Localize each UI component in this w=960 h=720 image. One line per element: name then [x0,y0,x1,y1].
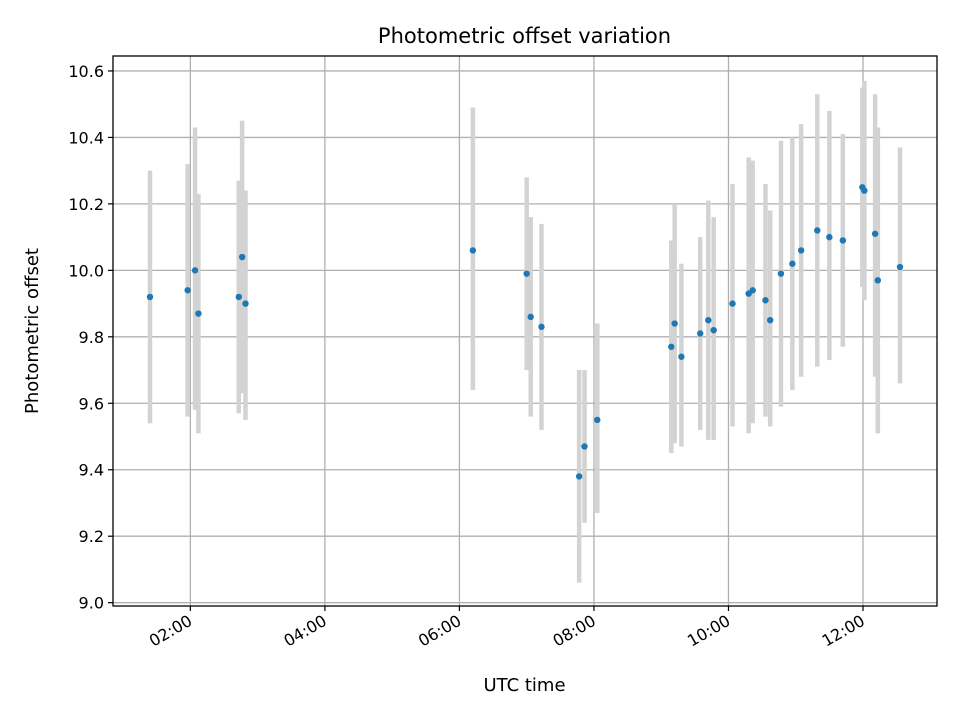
y-axis-ticks: 9.0 9.2 9.4 9.6 9.8 10.0 10.2 10.4 10.6 [68,62,113,613]
data-point [671,320,678,327]
data-point [861,187,868,194]
data-point [195,310,202,317]
data-point [697,330,704,337]
x-tick-label: 12:00 [819,611,868,651]
data-point [235,293,242,301]
x-tick-label: 04:00 [280,611,329,651]
data-point [762,297,769,304]
x-tick-label: 10:00 [684,611,733,651]
data-point [749,287,756,294]
data-point [678,353,685,360]
data-point [871,230,879,237]
data-point [797,247,805,254]
y-tick-label: 10.2 [68,195,104,214]
data-point [242,300,249,307]
x-tick-label: 02:00 [146,611,195,651]
data-point [874,277,882,284]
x-tick-label: 08:00 [550,611,599,651]
data-point [826,233,833,241]
data-point [839,237,847,244]
data-point [527,313,534,321]
data-point [814,227,821,234]
data-point [146,293,154,301]
data-points [146,184,904,480]
y-tick-label: 9.0 [79,594,104,613]
data-point [766,316,774,324]
y-tick-label: 9.4 [79,461,104,480]
data-point [896,263,904,271]
data-point [705,316,712,324]
y-tick-label: 9.6 [79,394,104,413]
data-point [538,323,545,331]
x-axis-label: UTC time [483,675,565,696]
x-tick-label: 06:00 [415,611,464,651]
data-point [575,473,583,480]
x-axis-ticks: 02:00 04:00 06:00 08:00 10:00 12:00 [146,606,868,651]
data-point [594,416,601,424]
data-point [729,300,736,307]
y-tick-label: 10.6 [68,62,104,81]
y-tick-label: 9.8 [79,328,104,347]
y-tick-label: 10.0 [68,261,104,280]
data-point [668,343,675,350]
data-point [191,267,199,274]
chart-title: Photometric offset variation [378,24,671,48]
y-tick-label: 9.2 [79,527,104,546]
data-point [184,287,191,294]
error-bars [147,80,903,583]
data-point [710,326,717,334]
y-tick-label: 10.4 [68,128,104,147]
data-point [777,270,785,277]
data-point [238,253,246,261]
data-point [581,443,588,450]
y-axis-label: Photometric offset [22,248,43,414]
plot-frame [112,55,938,607]
data-point [523,270,530,277]
data-point [469,247,477,254]
data-point [789,260,796,267]
